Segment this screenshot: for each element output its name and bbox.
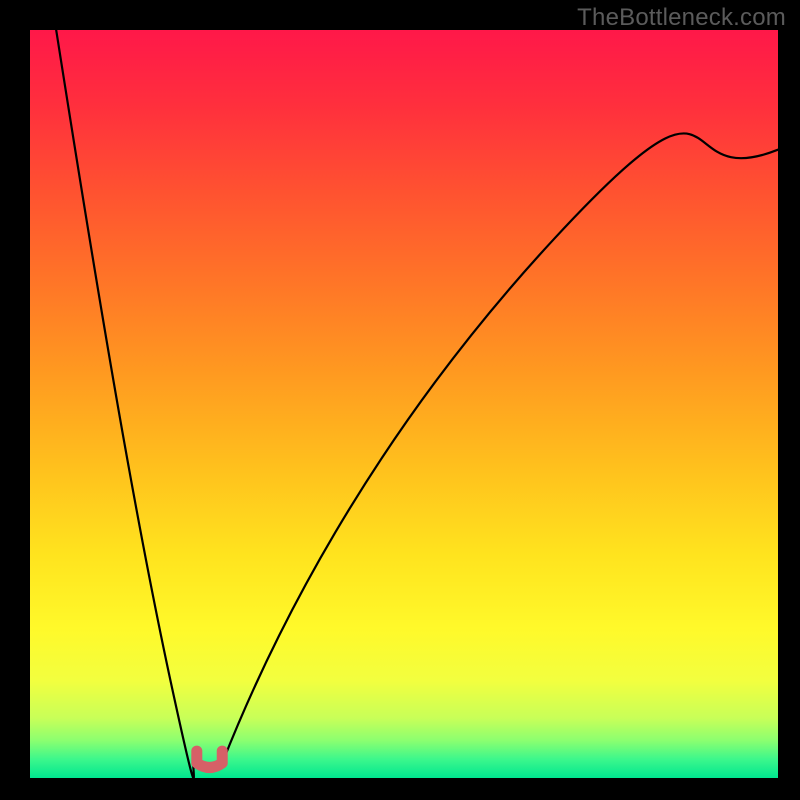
watermark-text: TheBottleneck.com (577, 4, 786, 32)
plot-area (30, 30, 778, 778)
chart-stage: TheBottleneck.com (0, 0, 800, 800)
gradient-background (30, 30, 778, 778)
plot-svg (30, 30, 778, 778)
